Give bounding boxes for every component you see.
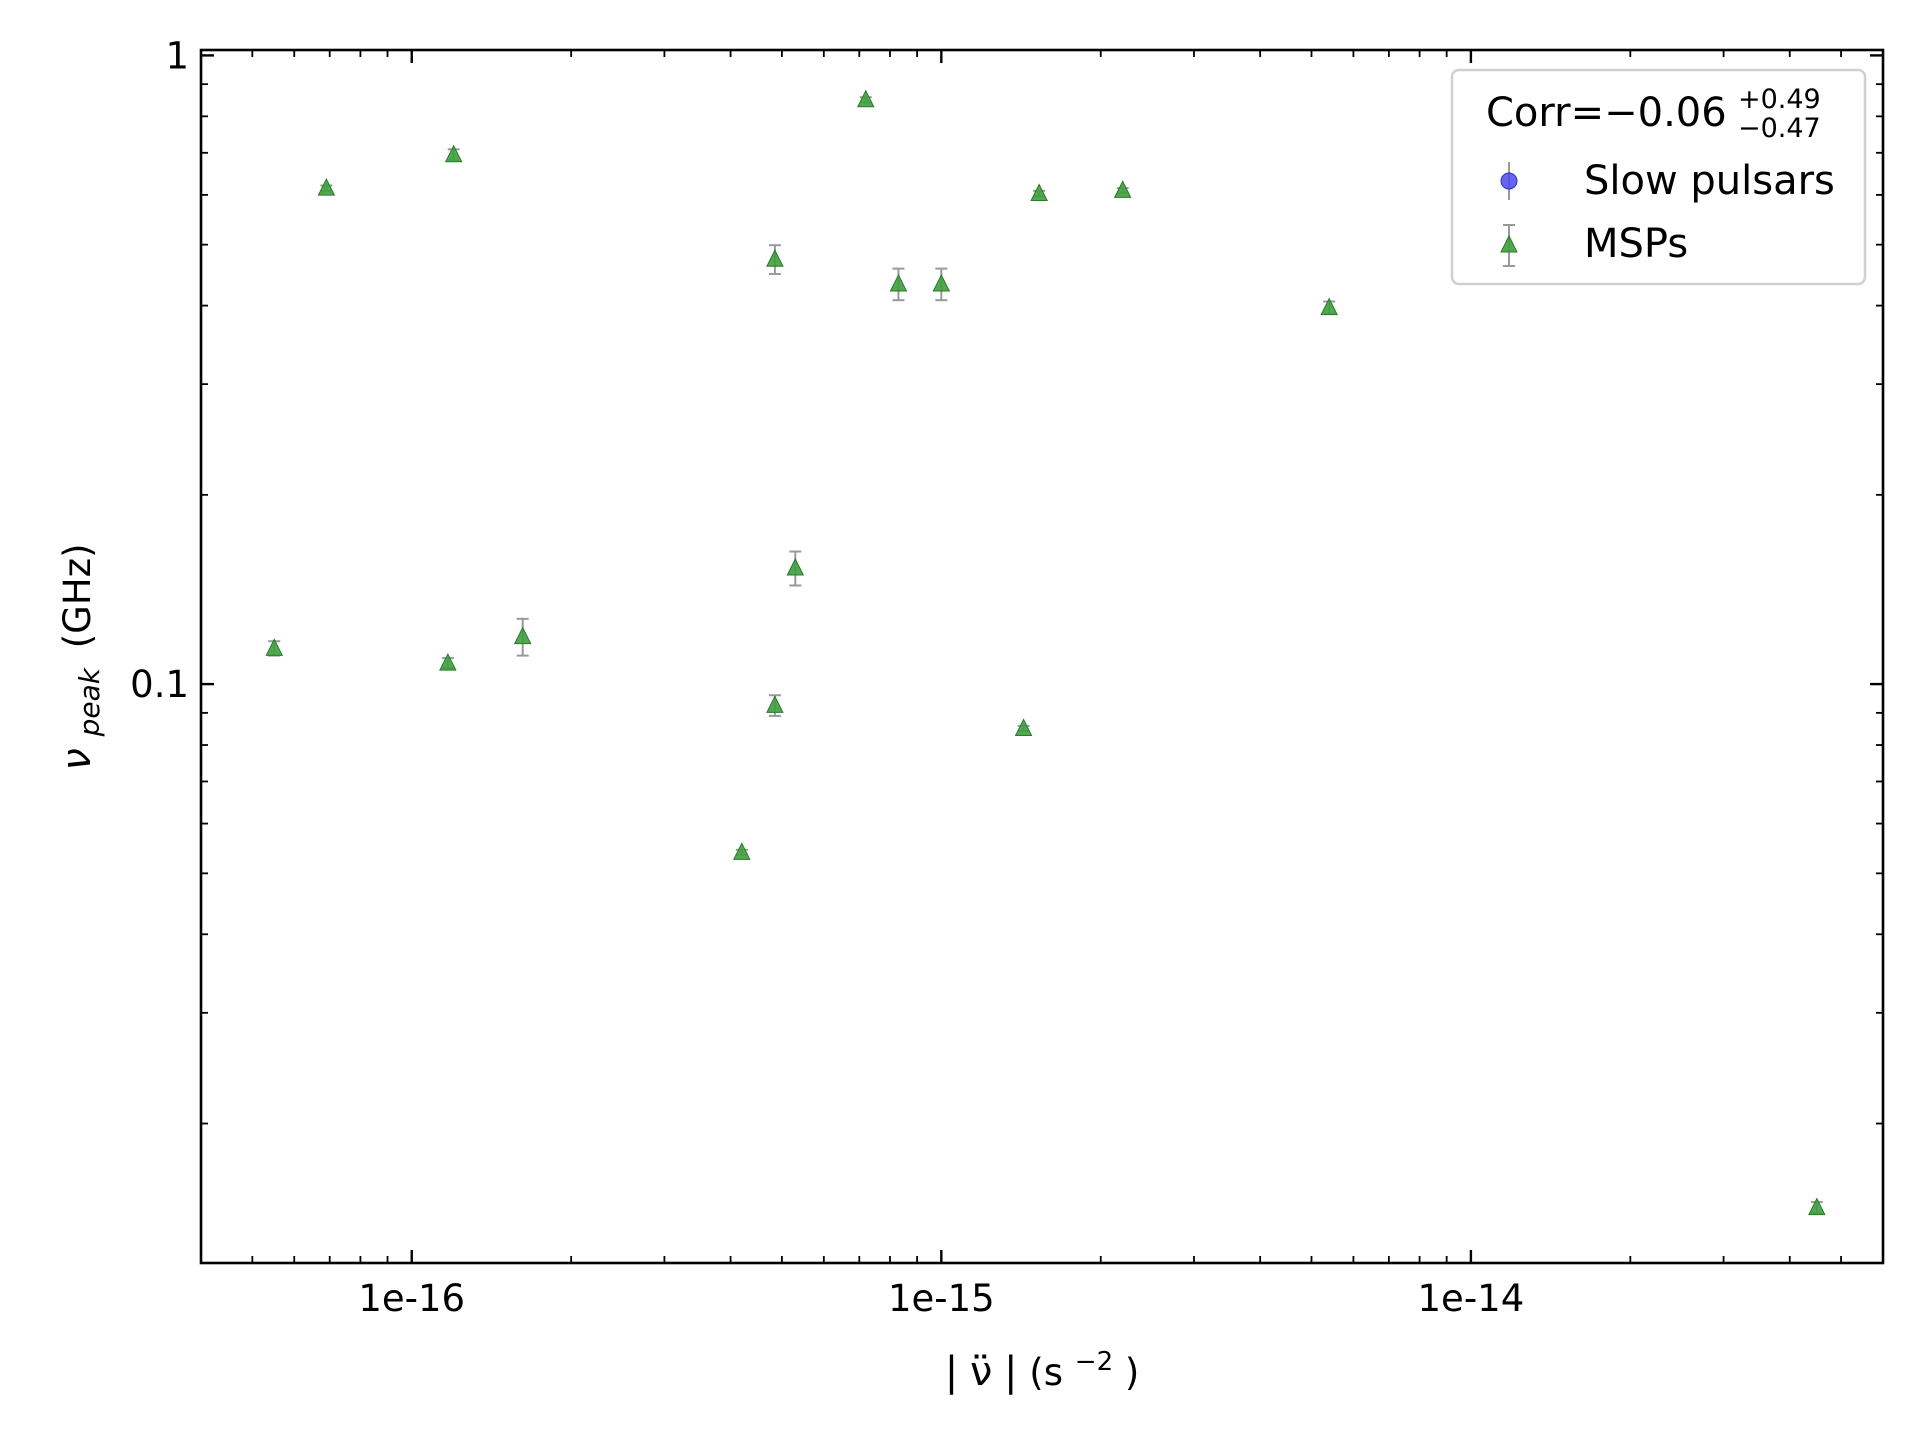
y-tick-label: 1 — [165, 34, 189, 77]
msp-point — [856, 89, 875, 108]
msp-point — [444, 144, 463, 163]
legend-msps-label: MSPs — [1584, 221, 1688, 267]
legend-msps-marker — [1500, 234, 1518, 253]
legend-title-subscript: −0.47 — [1738, 113, 1821, 144]
legend-frame — [1450, 68, 1867, 286]
x-tick-label: 1e-15 — [888, 1277, 995, 1320]
legend-title-superscript: +0.49 — [1738, 84, 1821, 115]
x-axis-label: | ν̈ | (s −2 ) — [945, 1336, 1140, 1395]
legend-entry-slow-pulsars: Slow pulsars — [1500, 158, 1835, 204]
msp-point — [889, 273, 908, 292]
y-tick-label: 0.1 — [130, 663, 189, 706]
msp-point — [1113, 180, 1132, 198]
data-points — [265, 89, 1826, 1216]
msp-point — [1030, 183, 1048, 202]
msp-point — [1320, 297, 1338, 316]
x-tick-label: 1e-16 — [358, 1277, 465, 1320]
msp-point — [766, 249, 784, 267]
plot-frame — [199, 48, 1885, 1265]
tick-labels: 1e-16 1e-15 1e-14 0.1 1 — [130, 34, 1524, 1320]
legend-slow-pulsars-label: Slow pulsars — [1584, 158, 1835, 204]
msp-point — [439, 652, 457, 671]
legend-slow-pulsars-marker — [1500, 172, 1518, 190]
legend-entry-msps: MSPs — [1500, 221, 1688, 267]
msp-point — [1014, 718, 1033, 736]
msp-point — [265, 638, 284, 656]
legend-title: Corr=−0.06 — [1486, 90, 1727, 136]
msp-point — [1808, 1197, 1826, 1216]
msp-point — [932, 273, 951, 292]
msp-point — [317, 178, 336, 196]
msp-point — [732, 842, 751, 860]
x-tick-label: 1e-14 — [1418, 1277, 1525, 1320]
legend: Corr=−0.06 +0.49 −0.47 Slow pulsars MSPs — [1450, 68, 1867, 286]
msp-point — [786, 557, 805, 576]
y-axis-label: ν peak (GHz) — [54, 543, 108, 770]
msp-point — [513, 626, 532, 645]
msp-point — [766, 695, 784, 713]
